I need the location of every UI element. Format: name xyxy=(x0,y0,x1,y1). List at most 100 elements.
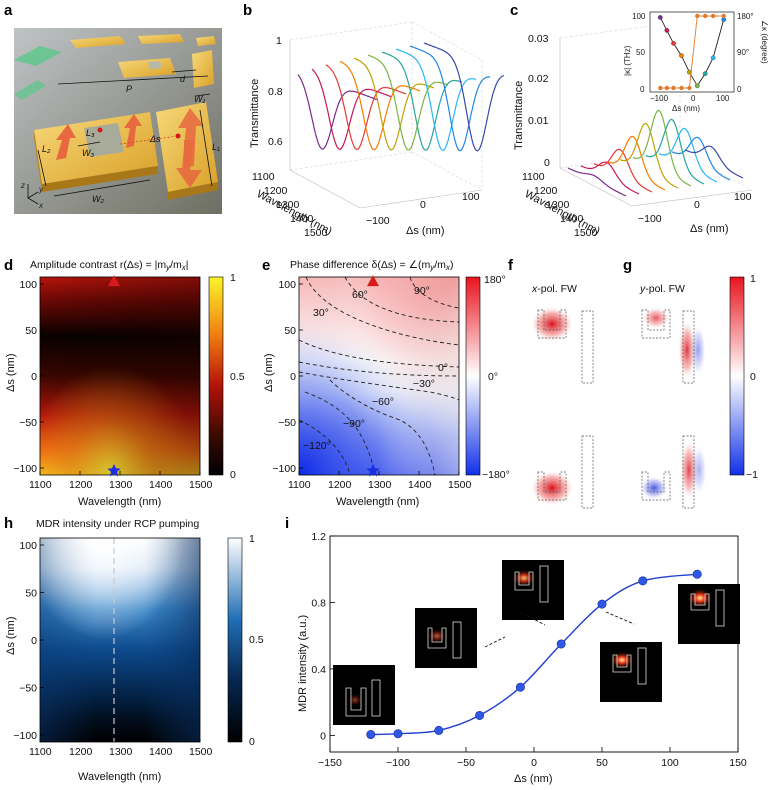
y-tick-label: 1.2 xyxy=(311,531,326,543)
y-tick-label: −100 xyxy=(272,463,296,475)
panel-c-ztick: 0.01 xyxy=(528,115,549,127)
data-point xyxy=(393,729,403,739)
panel-b-zlabel: Transmittance xyxy=(249,79,261,148)
contour-label: −60° xyxy=(372,396,394,408)
y-tick-label: 50 xyxy=(25,325,37,337)
panel-d-ylabel: Δs (nm) xyxy=(5,353,17,392)
contour-label: −90° xyxy=(343,418,365,430)
data-point xyxy=(556,639,566,649)
panel-h-cbar-tick: 0 xyxy=(249,736,255,748)
x-tick-label: 1500 xyxy=(189,479,213,491)
contour-label: −30° xyxy=(413,378,435,390)
transmittance-curve xyxy=(367,54,449,151)
inset-ytick-right: 90° xyxy=(737,48,749,57)
panel-g-fields: y-pol. FW 1 0 −1 xyxy=(639,273,758,509)
panel-c-ylabel: Wavelength (nm) xyxy=(523,188,602,238)
panel-i-series xyxy=(366,569,702,740)
y-tick-label: 0.4 xyxy=(311,664,326,676)
contour-label: 0° xyxy=(438,362,448,374)
data-point xyxy=(366,730,376,740)
panel-c-zlabel: Transmittance xyxy=(513,81,525,150)
inset-xtick: 100 xyxy=(716,94,730,103)
panel-c-ytick: 1500 xyxy=(574,227,598,239)
x-tick-label: 1200 xyxy=(69,479,93,491)
label-W2: W₂ xyxy=(92,194,104,204)
inset-kappa-phase-point xyxy=(710,13,716,19)
panel-label-h: h xyxy=(4,515,13,532)
transmittance-curve xyxy=(619,122,679,189)
panel-b-xtick: 100 xyxy=(462,191,480,203)
panel-b-ztick: 0.8 xyxy=(268,86,283,98)
panel-c-ztick: 0.02 xyxy=(528,73,549,85)
panel-label-g: g xyxy=(623,257,632,274)
panel-label-a: a xyxy=(4,2,13,19)
triangle-marker xyxy=(367,275,379,287)
transmittance-curve xyxy=(395,48,477,152)
contour-label: 60° xyxy=(352,289,368,301)
inset-xtick: 0 xyxy=(691,94,696,103)
inset-ytick-left: 100 xyxy=(632,12,646,21)
panel-b-ytick: 1300 xyxy=(276,199,300,211)
inset-kappa-phase-point xyxy=(703,13,708,19)
panel-e-colorbar xyxy=(465,276,481,476)
panel-label-f: f xyxy=(508,257,514,274)
contour-label: 90° xyxy=(414,285,430,297)
panel-label-e: e xyxy=(262,257,270,274)
panel-c-xtick: −100 xyxy=(638,213,662,225)
panel-label-d: d xyxy=(4,257,13,274)
panel-b-ztick: 0.6 xyxy=(268,136,283,148)
panel-b-xtick: −100 xyxy=(366,215,390,227)
transmittance-curve xyxy=(567,167,627,197)
inset-kappa-abs-point xyxy=(694,83,700,89)
panel-c-ytick: 1100 xyxy=(522,171,545,183)
panel-h-colorbar xyxy=(227,537,243,743)
y-tick-label: 100 xyxy=(19,540,37,552)
transmittance-curve xyxy=(339,60,421,151)
panel-i-ticks: −150 −100 −50 0 50 100 150 0 0.4 0.8 1.2 xyxy=(311,531,747,769)
panel-d-cbar-tick: 1 xyxy=(230,272,236,284)
label-W1: W₁ xyxy=(194,94,205,104)
panel-c-ytick: 1400 xyxy=(560,213,584,225)
inset-xlabel: Δs (nm) xyxy=(672,104,700,113)
inset-kappa-abs-point xyxy=(664,28,670,33)
transmittance-curve xyxy=(409,45,490,152)
data-point xyxy=(475,710,485,720)
panel-c-curves xyxy=(567,109,744,197)
label-d: d xyxy=(180,74,186,84)
x-tick-label: 150 xyxy=(729,757,747,769)
transmittance-curve xyxy=(580,161,640,195)
x-tick-label: 1400 xyxy=(408,479,432,491)
panel-e-cbar-tick: 180° xyxy=(484,274,506,286)
inset-kappa-phase-point xyxy=(687,85,692,91)
panel-g-cbar-tick: 1 xyxy=(750,273,756,285)
inset-kappa-abs-point xyxy=(710,55,716,61)
mdr-thumbnail xyxy=(600,642,662,702)
label-L2: L₂ xyxy=(42,144,51,154)
label-L3: L₃ xyxy=(86,128,95,138)
panel-e-xlabel: Wavelength (nm) xyxy=(336,496,419,508)
x-tick-label: 1500 xyxy=(189,746,213,758)
panel-label-i: i xyxy=(285,515,289,532)
panel-e-plot: Phase difference δ(Δs) = ∠(my/mx) 60° 90… xyxy=(263,259,510,508)
inset-ytick-left: 0 xyxy=(640,85,645,94)
transmittance-curve xyxy=(353,57,435,151)
panel-d-plot: Amplitude contrast r(Δs) = |my/mx| 1100 1… xyxy=(5,259,245,508)
inset-kappa-abs-point xyxy=(702,71,708,76)
panel-b-ytick: 1200 xyxy=(264,185,288,197)
star-marker xyxy=(107,463,121,477)
panel-d-xlabel: Wavelength (nm) xyxy=(78,496,161,508)
x-tick-label: 1500 xyxy=(448,479,472,491)
transmittance-curve xyxy=(311,68,393,150)
mdr-thumbnail xyxy=(333,665,395,725)
inset-kappa-phase-point xyxy=(695,13,700,19)
inset-kappa-phase-point xyxy=(671,85,676,91)
panel-d-cbar-tick: 0 xyxy=(230,469,236,481)
mdr-thumbnail xyxy=(502,560,564,620)
transmittance-curve xyxy=(684,145,744,179)
inset-kappa-abs-point xyxy=(671,41,676,46)
x-tick-label: 1400 xyxy=(149,746,173,758)
panel-i-ylabel: MDR intensity (a.u.) xyxy=(297,615,309,712)
y-tick-label: 50 xyxy=(284,325,296,337)
panel-i-plot: −150 −100 −50 0 50 100 150 0 0.4 0.8 1.2 MDR inten… xyxy=(297,531,747,785)
transmittance-curve xyxy=(671,136,731,181)
